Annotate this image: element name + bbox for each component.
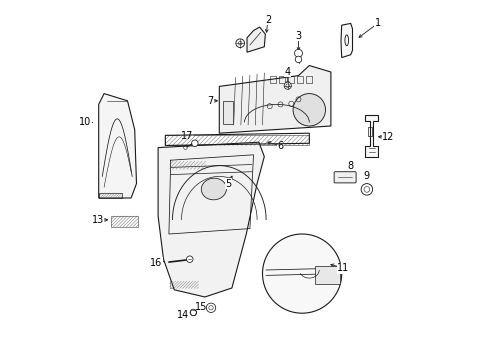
Text: 13: 13 <box>91 215 103 225</box>
Text: 7: 7 <box>207 96 213 106</box>
Circle shape <box>361 184 372 195</box>
Circle shape <box>235 39 244 48</box>
Polygon shape <box>219 66 330 133</box>
Polygon shape <box>246 27 265 52</box>
Text: 6: 6 <box>277 141 283 151</box>
Bar <box>278 76 285 83</box>
Circle shape <box>191 140 198 147</box>
Text: 11: 11 <box>337 263 349 273</box>
Text: 9: 9 <box>363 171 369 181</box>
Text: 14: 14 <box>177 310 189 320</box>
Polygon shape <box>99 94 136 198</box>
Bar <box>269 76 276 83</box>
Bar <box>367 127 371 136</box>
Circle shape <box>295 56 301 63</box>
Text: 16: 16 <box>150 258 162 268</box>
Bar <box>223 101 232 124</box>
Circle shape <box>284 82 291 89</box>
Circle shape <box>292 94 325 126</box>
Text: 3: 3 <box>295 31 301 41</box>
Text: 8: 8 <box>347 161 353 171</box>
Text: 15: 15 <box>195 302 207 312</box>
Polygon shape <box>314 266 339 284</box>
Text: 12: 12 <box>382 132 394 142</box>
Circle shape <box>294 49 302 57</box>
Circle shape <box>186 256 193 262</box>
Text: 17: 17 <box>181 131 193 141</box>
Polygon shape <box>365 115 377 157</box>
Polygon shape <box>158 142 264 297</box>
Circle shape <box>190 309 196 316</box>
Ellipse shape <box>201 178 226 200</box>
Circle shape <box>206 303 215 312</box>
Polygon shape <box>340 23 352 58</box>
Circle shape <box>262 234 341 313</box>
Text: 1: 1 <box>374 18 380 28</box>
Text: 10: 10 <box>79 117 91 127</box>
Bar <box>305 76 311 83</box>
Text: 5: 5 <box>224 179 231 189</box>
Text: 4: 4 <box>284 67 290 77</box>
Bar <box>287 76 294 83</box>
FancyBboxPatch shape <box>333 172 355 183</box>
Bar <box>296 76 303 83</box>
Text: 2: 2 <box>264 15 270 25</box>
